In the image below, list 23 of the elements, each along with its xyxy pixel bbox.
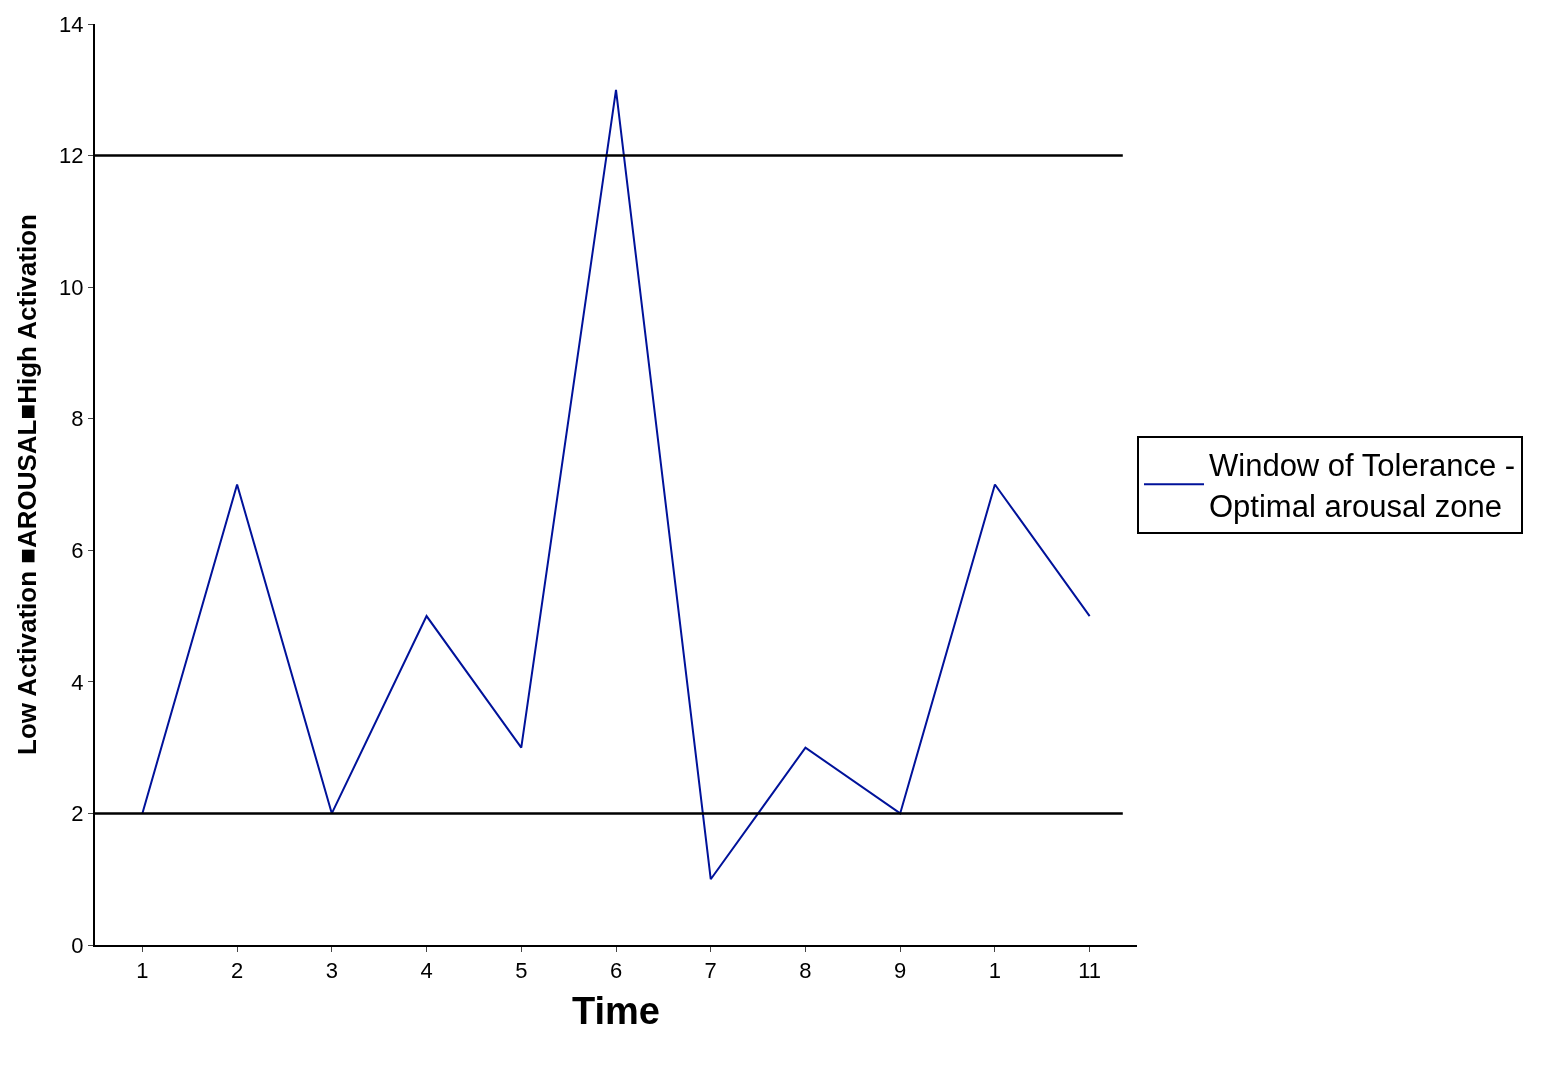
x-tick-label: 2	[230, 958, 244, 984]
x-tick-label: 5	[515, 958, 528, 984]
x-tick-label: 9	[894, 958, 907, 984]
line-series	[141, 88, 1091, 881]
legend-label: Window of Tolerance - Optimal arousal zone	[1209, 448, 1516, 524]
x-tick-label: 6	[609, 958, 623, 984]
y-tick-label: 14	[59, 11, 84, 37]
y-tick-label: 10	[59, 274, 84, 300]
x-tick-label: 1	[136, 958, 149, 984]
y-tick-label: 2	[71, 801, 84, 827]
x-axis-title: Time	[571, 990, 661, 1032]
x-tick-label: 1	[988, 958, 1002, 984]
y-tick-label: 6	[71, 537, 84, 563]
y-axis-title: Low Activation ■AROUSAL■High Activation	[12, 214, 43, 755]
x-tick-label: 11	[1078, 958, 1102, 984]
x-tick-label: 4	[420, 958, 433, 984]
x-tick-label: 3	[325, 958, 338, 984]
y-tick-label: 0	[71, 932, 84, 958]
x-tick-label: 8	[799, 958, 812, 984]
y-tick-label: 12	[59, 143, 84, 169]
x-tick-label: 7	[704, 958, 717, 984]
y-tick-label: 8	[71, 406, 84, 432]
y-tick-label: 4	[71, 669, 84, 695]
